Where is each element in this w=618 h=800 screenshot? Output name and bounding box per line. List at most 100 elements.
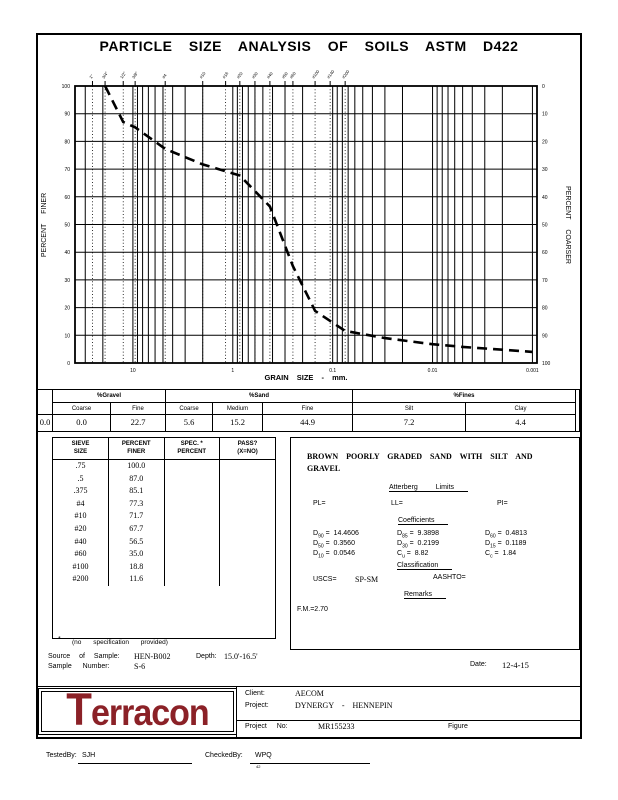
empty-cell [220,510,276,523]
ll-label: LL= [391,500,403,507]
sieve-tick-label: #20 [236,70,244,79]
empty-cell [164,459,220,473]
sieve-tick-label: #60 [289,70,297,79]
grain-size-curve [103,85,533,354]
x-tick-label: 1 [231,368,234,374]
sieve-size-cell: .375 [53,485,109,498]
fraction-value: 7.2 [353,415,466,431]
fraction-value: 0.0 [53,415,111,431]
figure-label: Figure [448,723,468,730]
footer-box-inner-line [237,719,580,721]
project-no-label: Project No: [245,723,288,730]
empty-cell [164,560,220,574]
y-tick-label-left: 60 [64,195,70,201]
fraction-group-header: %Fines [353,390,576,403]
x-tick-label: 0.01 [428,368,438,374]
sieve-tick-label: #4 [161,72,168,79]
empty-cell [164,485,220,498]
y-tick-label-right: 100 [542,361,551,367]
y-tick-label-left: 10 [64,333,70,339]
remarks-heading: Remarks [404,591,447,599]
sieve-row: #200 11.6 [53,573,275,586]
y-tick-label-right: 0 [542,84,545,90]
pi-label: PI= [497,500,508,507]
uscs-label: USCS= [313,576,337,583]
sieve-tick-label: #50 [281,70,289,79]
classification-heading: Classification [397,562,453,570]
tested-by-value: SJH [82,752,96,759]
sieve-size-cell: #20 [53,522,109,536]
footer-box-divider [236,686,237,737]
x-tick-label: 0.001 [526,368,539,374]
fraction-group-header: %Gravel [53,390,166,403]
footnote-star: * [58,636,61,643]
sieve-row: .5 87.0 [53,472,275,486]
percent-finer-cell: 56.5 [108,535,165,549]
coefficient-item: D10 = 0.0546 [313,550,355,560]
sieve-tick-label: #140 [326,69,336,80]
coefficient-item: D60 = 0.4813 [485,530,527,540]
y-tick-label-left: 50 [64,223,70,229]
empty-cell [164,548,220,561]
coefficient-item: Cu = 8.82 [397,550,429,560]
x-tick-label: 0.1 [329,368,336,374]
y-tick-label-left: 40 [64,250,70,256]
soil-description-line1: BROWN POORLY GRADED SAND WITH SILT AND [307,452,533,461]
fraction-value: 4.4 [466,415,576,431]
sieve-tick-label: #200 [341,69,351,80]
fractions-table: %Gravel %Sand %Fines Coarse Fine Coarse Medium… [37,389,580,432]
fraction-subheader: Fine [263,403,353,415]
logo-rest: erracon [90,692,210,734]
footer-box-top-line [36,686,580,738]
percent-finer-cell: 77.3 [108,497,165,511]
project-no-value: MR155233 [318,722,355,731]
fraction-subheader: Coarse [53,403,111,415]
source-of-sample-label: Source of Sample: [48,653,120,660]
sieve-size-cell: #10 [53,510,109,523]
coefficient-item: D15 = 0.1189 [485,540,527,550]
fineness-modulus: F.M.=2.70 [297,606,328,613]
sieve-tick-label: 3/8" [131,70,140,79]
description-box: BROWN POORLY GRADED SAND WITH SILT AND G… [290,437,580,650]
y-tick-label-left: 90 [64,112,70,118]
empty-cell [164,497,220,511]
coefficients-heading: Coefficients [398,517,449,525]
sieve-table: SIEVE SIZE PERCENT FINER SPEC. * PERCENT PASS?… [53,438,275,586]
empty-cell [220,498,276,511]
uscs-value: SP-SM [355,575,379,584]
y-tick-label-right: 10 [542,112,548,118]
empty-cell [164,535,220,549]
coefficients-grid: D90 = 14.4606 D85 = 9.3898 D60 = 0.4813 D50… [313,530,573,560]
sieve-size-cell: #4 [53,497,109,511]
sieve-row: #100 18.8 [53,560,275,574]
soil-description-line2: GRAVEL [307,464,341,473]
xlabel: GRAIN SIZE - mm. [264,373,347,382]
sieve-footnote: (no specification provided) [72,639,168,646]
sieve-tick-label: #16 [221,70,229,79]
checked-by-label: CheckedBy: [205,752,243,759]
sieve-row: #20 67.7 [53,522,275,536]
percent-finer-cell: 87.0 [108,472,165,486]
sieve-column-header: SIEVE SIZE [53,438,109,460]
sieve-size-cell: .5 [53,472,109,486]
fraction-subheader: Coarse [166,403,213,415]
y-tick-label-right: 80 [542,306,548,312]
coefficient-item: D30 = 0.2199 [397,540,439,550]
date-label: Date: [470,661,487,668]
percent-finer-cell: 18.8 [108,560,165,574]
sample-number-value: S-6 [134,662,146,671]
sieve-tick-label: #30 [251,70,259,79]
sieve-tick-label: #40 [266,70,274,79]
percent-finer-cell: 35.0 [108,548,165,561]
tested-by-label: TestedBy: [46,752,77,759]
empty-cell [220,485,276,498]
sieve-row: #40 56.5 [53,535,275,549]
sieve-table-box: SIEVE SIZE PERCENT FINER SPEC. * PERCENT PASS?… [52,437,276,639]
project-label: Project: [245,702,269,709]
fraction-subheader: Medium [213,403,263,415]
tested-by-line [78,762,192,764]
empty-cell [164,573,220,586]
sieve-row: .375 85.1 [53,485,275,498]
x-tick-label: 10 [130,368,136,374]
